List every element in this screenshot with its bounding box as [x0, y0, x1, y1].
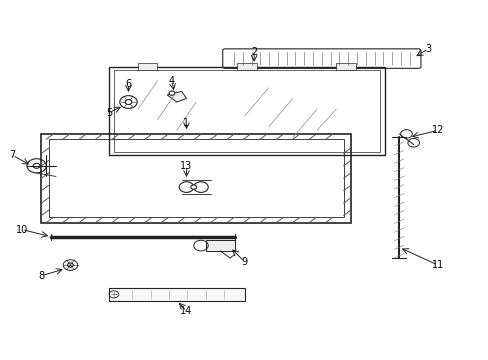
Bar [138, 63, 157, 70]
Bar [109, 288, 244, 301]
Circle shape [125, 100, 132, 104]
Text: 4: 4 [168, 76, 175, 86]
Circle shape [67, 263, 73, 267]
Text: 8: 8 [39, 271, 44, 281]
Circle shape [190, 185, 196, 189]
Text: 13: 13 [180, 161, 192, 171]
Text: 1: 1 [183, 118, 189, 128]
Text: 12: 12 [431, 125, 443, 135]
Circle shape [169, 91, 175, 95]
Bar [205, 240, 234, 251]
Text: 3: 3 [424, 44, 430, 54]
Text: 5: 5 [106, 108, 112, 118]
Text: 2: 2 [250, 48, 257, 57]
Text: 7: 7 [9, 150, 16, 160]
Text: 9: 9 [241, 257, 247, 266]
Bar [109, 67, 384, 155]
Bar [336, 63, 355, 70]
Text: 11: 11 [431, 260, 443, 270]
Bar [114, 70, 379, 152]
Polygon shape [167, 91, 186, 102]
Text: 10: 10 [16, 225, 28, 235]
Circle shape [33, 163, 40, 168]
Text: 14: 14 [180, 306, 192, 316]
Text: 6: 6 [125, 79, 131, 89]
Bar [237, 63, 256, 70]
